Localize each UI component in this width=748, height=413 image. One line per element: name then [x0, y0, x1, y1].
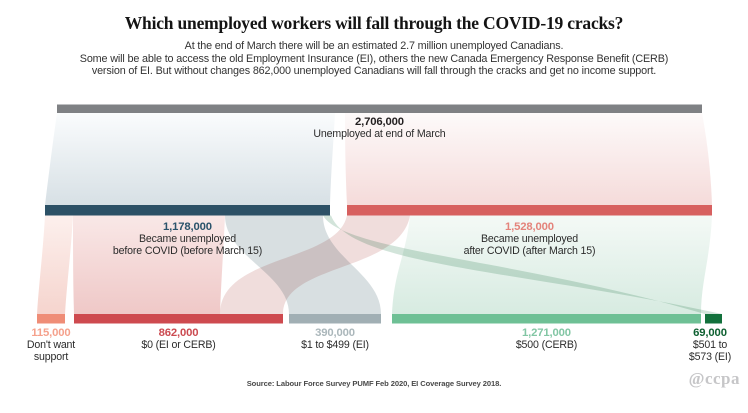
- label-cerb-value: 1,271,000: [522, 327, 571, 339]
- bar-high-ei: [705, 314, 722, 324]
- bar-low-ei: [289, 314, 381, 324]
- label-dont-want-support: 115,000 Don't want support: [6, 327, 96, 363]
- subtitle-line-2: Some will be able to access the old Empl…: [79, 52, 669, 65]
- bar-before-covid: [45, 205, 330, 216]
- label-cerb-desc: $500 (CERB): [515, 339, 578, 351]
- label-dont-want-desc-1: Don't want: [26, 339, 76, 351]
- label-total-desc: Unemployed at end of March: [313, 128, 446, 140]
- source-note: Source: Labour Force Survey PUMF Feb 202…: [246, 379, 502, 388]
- bar-cerb: [392, 314, 701, 324]
- flow-before-lowei: [225, 215, 381, 314]
- label-low-ei-desc: $1 to $499 (EI): [301, 339, 369, 351]
- page-title: Which unemployed workers will fall throu…: [124, 13, 624, 33]
- label-high-ei-desc-1: $501 to: [692, 339, 728, 351]
- flow-after-cerb: [392, 215, 712, 314]
- label-after-covid: 1,528,000 Became unemployed after COVID …: [347, 221, 712, 257]
- label-after-desc-2: after COVID (after March 15): [463, 245, 596, 257]
- ccpa-logo: @ccpa: [688, 369, 740, 388]
- flow-total-after: [345, 113, 712, 205]
- label-after-desc-1: Became unemployed: [481, 233, 578, 245]
- flow-before-zero: [73, 215, 225, 314]
- label-total: 2,706,000 Unemployed at end of March: [57, 116, 702, 140]
- bar-after-covid: [347, 205, 712, 216]
- label-dont-want-value: 115,000: [31, 327, 71, 339]
- bar-zero-dollars: [74, 314, 283, 324]
- label-zero-value: 862,000: [158, 327, 199, 339]
- label-after-value: 1,528,000: [505, 221, 554, 233]
- label-cerb: 1,271,000 $500 (CERB): [392, 327, 701, 351]
- subtitle-line-1: At the end of March there will be an est…: [184, 40, 564, 52]
- label-low-ei: 390,000 $1 to $499 (EI): [270, 327, 400, 351]
- bar-dont-want-support: [37, 314, 65, 324]
- label-total-value: 2,706,000: [355, 116, 404, 128]
- label-high-ei-value: 69,000: [693, 327, 727, 339]
- flow-total-before: [45, 113, 335, 205]
- label-low-ei-value: 390,000: [315, 327, 355, 339]
- subtitle-line-3: version of EI. But without changes 862,0…: [91, 65, 657, 78]
- label-before-desc-1: Became unemployed: [139, 233, 236, 245]
- label-dont-want-desc-2: support: [33, 351, 69, 363]
- label-before-value: 1,178,000: [163, 221, 212, 233]
- label-zero-dollars: 862,000 $0 (EI or CERB): [74, 327, 283, 351]
- label-before-covid: 1,178,000 Became unemployed before COVID…: [45, 221, 330, 257]
- label-zero-desc: $0 (EI or CERB): [141, 339, 216, 351]
- label-before-desc-2: before COVID (before March 15): [112, 245, 263, 257]
- label-high-ei: 69,000 $501 to $573 (EI): [672, 327, 748, 363]
- flow-before-dontwant: [37, 215, 73, 314]
- bar-total: [57, 104, 702, 113]
- subtitle: At the end of March there will be an est…: [30, 40, 718, 78]
- label-high-ei-desc-2: $573 (EI): [688, 351, 732, 363]
